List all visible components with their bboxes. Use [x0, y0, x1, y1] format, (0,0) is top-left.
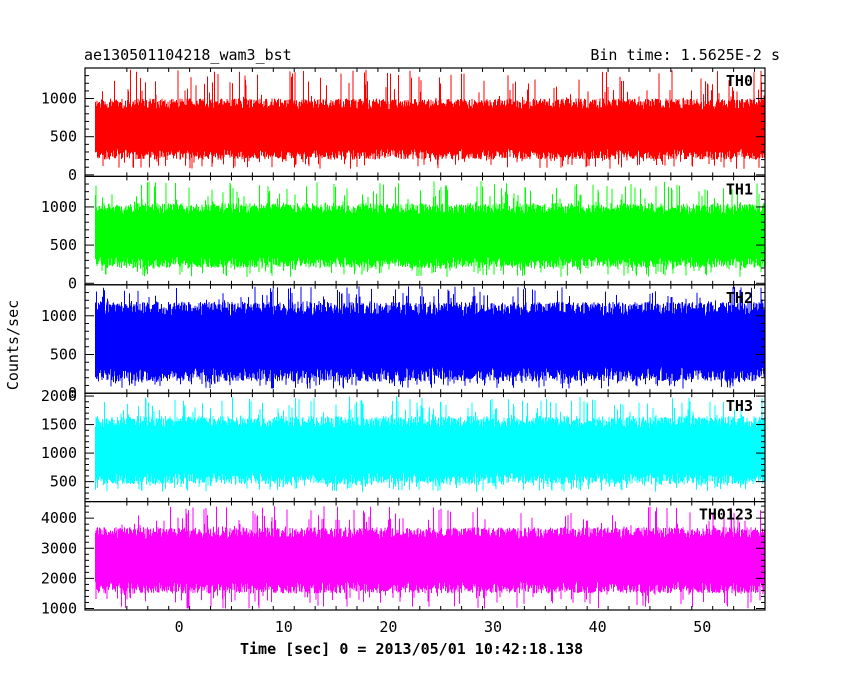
y-tick-label: 1000 [41, 307, 77, 325]
panel-frame-th0123 [84, 501, 766, 611]
y-axis-label: Counts/sec [4, 299, 22, 391]
x-tick-label: 0 [175, 618, 184, 636]
y-tick-label: 0 [68, 384, 77, 402]
y-tick-label: 3000 [41, 539, 77, 557]
x-tick-label: 20 [379, 618, 397, 636]
y-tick-label: 1000 [41, 90, 77, 108]
panel-label-th0123: TH0123 [699, 506, 753, 524]
y-tick-label: 1500 [41, 416, 77, 434]
series-trace-th0 [95, 69, 766, 169]
y-tick-label: 500 [50, 128, 77, 146]
panel-label-th1: TH1 [726, 180, 753, 198]
series-trace-th2 [95, 286, 766, 389]
series-trace-th1 [95, 181, 766, 277]
y-tick-label: 500 [50, 345, 77, 363]
y-tick-label: 1000 [41, 198, 77, 216]
y-tick-label: 2000 [41, 569, 77, 587]
series-trace-th3 [95, 396, 766, 492]
y-tick-label: 4000 [41, 509, 77, 527]
y-tick-label: 1000 [41, 599, 77, 617]
y-tick-label: 500 [50, 473, 77, 491]
panel-label-th2: TH2 [726, 289, 753, 307]
panel-label-th0: TH0 [726, 72, 753, 90]
x-tick-label: 50 [693, 618, 711, 636]
y-tick-label: 0 [68, 274, 77, 292]
y-tick-label: 0 [68, 166, 77, 184]
y-tick-label: 500 [50, 236, 77, 254]
series-trace-th0123 [95, 506, 766, 609]
x-tick-label: 30 [484, 618, 502, 636]
y-tick-label: 2000 [41, 387, 77, 405]
x-axis-label: Time [sec] 0 = 2013/05/01 10:42:18.138 [240, 640, 584, 658]
chart-title-left: ae130501104218_wam3_bst [84, 46, 292, 64]
chart-title-right: Bin time: 1.5625E-2 s [590, 46, 780, 64]
panel-label-th3: TH3 [726, 397, 753, 415]
y-tick-label: 1000 [41, 444, 77, 462]
x-tick-label: 40 [589, 618, 607, 636]
x-tick-label: 10 [275, 618, 293, 636]
